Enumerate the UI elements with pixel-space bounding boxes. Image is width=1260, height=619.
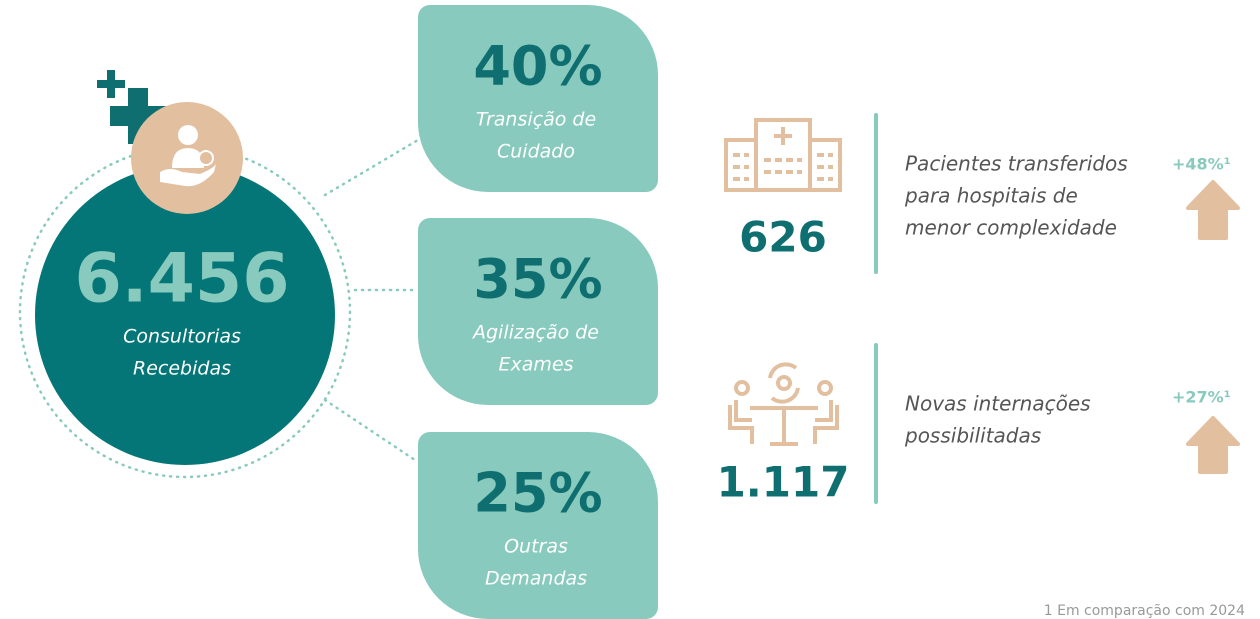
leaf-label: Agilização de <box>471 322 599 344</box>
leaf-box <box>418 5 658 192</box>
outcome-description: Pacientes transferidos <box>905 152 1128 176</box>
percent: 35% <box>473 248 602 311</box>
connector <box>323 398 420 464</box>
outcome-value: 626 <box>739 213 827 262</box>
percent: 40% <box>473 35 602 98</box>
outcome-description: possibilitadas <box>904 424 1041 448</box>
hospital-icon <box>724 118 842 192</box>
leaf-label: Transição de <box>476 109 596 131</box>
outcome-description: para hospitais de <box>904 184 1078 208</box>
change: +48%¹ <box>1172 155 1231 174</box>
leaf-label: Outras <box>504 536 568 558</box>
connector <box>323 138 420 197</box>
footnote: 1 Em comparação com 2024 <box>1044 603 1245 619</box>
outcome-description: Novas internações <box>905 392 1091 416</box>
center-label: Recebidas <box>133 358 231 380</box>
leaf-label: Demandas <box>485 568 587 590</box>
up-arrow <box>1186 180 1240 240</box>
meeting-icon <box>728 362 839 446</box>
leaf-box <box>418 218 658 405</box>
change: +27%¹ <box>1172 388 1231 407</box>
center-value: 6.456 <box>74 240 289 319</box>
percent: 25% <box>473 462 602 525</box>
center-label: Consultorias <box>123 326 241 348</box>
outcome-value: 1.117 <box>717 458 850 507</box>
leaf-box <box>418 432 658 619</box>
care-icon <box>160 125 216 187</box>
main-circle <box>35 165 335 465</box>
leaf-label: Cuidado <box>497 141 575 163</box>
up-arrow <box>1186 416 1240 474</box>
outcome-description: menor complexidade <box>905 216 1117 240</box>
leaf-label: Exames <box>499 354 574 376</box>
